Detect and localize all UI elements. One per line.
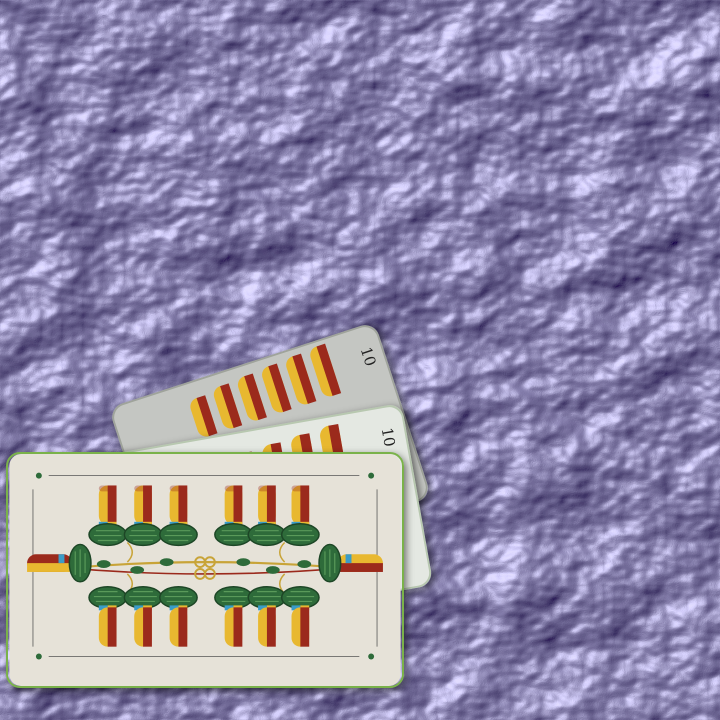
back-card-1-rank: 10 bbox=[378, 426, 399, 448]
central-branch bbox=[68, 541, 344, 595]
front-card-ten-of-acorns[interactable] bbox=[6, 452, 404, 688]
back-card-2-pips bbox=[190, 343, 342, 437]
right-side-acorn bbox=[318, 543, 383, 583]
card-frame-lines bbox=[32, 475, 378, 657]
corner-ornaments bbox=[35, 472, 375, 660]
left-side-acorn bbox=[27, 543, 92, 583]
back-card-2-rank: 10 bbox=[357, 345, 380, 369]
